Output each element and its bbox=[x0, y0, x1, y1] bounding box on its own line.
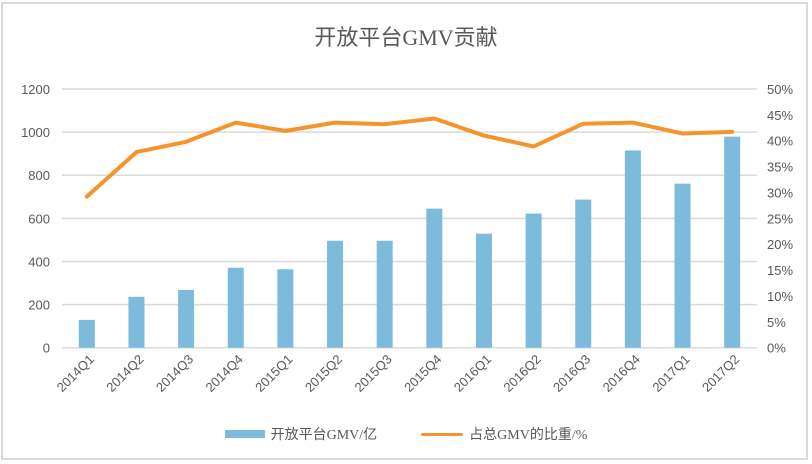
bar bbox=[575, 199, 592, 348]
bar bbox=[78, 319, 95, 348]
x-axis-tick: 2015Q1 bbox=[252, 352, 295, 395]
bar bbox=[376, 240, 393, 348]
line-series bbox=[84, 116, 735, 199]
right-axis-tick: 5% bbox=[767, 315, 786, 330]
right-axis-tick: 40% bbox=[767, 134, 793, 149]
x-axis-tick: 2015Q4 bbox=[401, 352, 444, 395]
left-axis-tick: 1000 bbox=[21, 125, 50, 140]
bar-swatch-icon bbox=[224, 430, 265, 438]
right-axis-tick: 20% bbox=[767, 237, 793, 252]
legend-item-bar: 开放平台GMV/亿 bbox=[224, 424, 378, 444]
right-axis-tick: 45% bbox=[767, 108, 793, 123]
right-axis-tick: 30% bbox=[767, 185, 793, 200]
x-axis-tick: 2016Q3 bbox=[550, 352, 593, 395]
x-axis-tick: 2016Q1 bbox=[451, 352, 494, 395]
legend-bar-label: 开放平台GMV/亿 bbox=[270, 428, 378, 443]
right-axis-tick: 10% bbox=[767, 289, 793, 304]
x-axis-tick: 2015Q2 bbox=[302, 352, 345, 395]
legend: 开放平台GMV/亿 占总GMV的比重/% bbox=[0, 424, 812, 444]
x-axis-tick: 2016Q2 bbox=[500, 352, 543, 395]
bar bbox=[674, 183, 691, 348]
bar bbox=[277, 269, 294, 348]
bar bbox=[178, 289, 195, 348]
right-axis-tick: 15% bbox=[767, 263, 793, 278]
x-axis-labels: 2014Q1 2014Q2 2014Q3 2014Q4 2015Q1 2015Q2 2015… bbox=[54, 352, 743, 395]
left-axis-tick: 200 bbox=[28, 298, 50, 313]
left-axis-tick: 800 bbox=[28, 168, 50, 183]
gridlines bbox=[62, 88, 757, 349]
x-axis-tick: 2016Q4 bbox=[600, 352, 643, 395]
bar bbox=[624, 150, 641, 348]
bar bbox=[475, 233, 492, 348]
left-axis-tick: 0 bbox=[43, 341, 50, 356]
right-axis-ticks: 0% 5% 10% 15% 20% 25% 30% 35% 40% 45% 50% bbox=[767, 82, 793, 356]
left-axis-tick: 400 bbox=[28, 254, 50, 269]
bar bbox=[426, 208, 443, 348]
right-axis-tick: 50% bbox=[767, 82, 793, 97]
right-axis-tick: 25% bbox=[767, 211, 793, 226]
line-swatch-icon bbox=[421, 432, 464, 436]
legend-line-label: 占总GMV的比重/% bbox=[469, 428, 588, 443]
left-axis-tick: 600 bbox=[28, 211, 50, 226]
right-axis-tick: 35% bbox=[767, 160, 793, 175]
bar bbox=[724, 136, 741, 348]
left-axis-tick: 1200 bbox=[21, 82, 50, 97]
bar bbox=[525, 213, 542, 348]
legend-item-line: 占总GMV的比重/% bbox=[421, 424, 587, 444]
line-path bbox=[84, 116, 735, 199]
bar bbox=[128, 296, 145, 348]
x-axis-tick: 2017Q2 bbox=[699, 352, 742, 395]
bar-series bbox=[78, 136, 741, 348]
bar bbox=[327, 240, 344, 348]
right-axis-tick: 0% bbox=[767, 341, 786, 356]
chart-title: 开放平台GMV贡献 bbox=[314, 25, 498, 50]
x-axis-tick: 2017Q1 bbox=[649, 352, 692, 395]
x-axis-tick: 2015Q3 bbox=[351, 352, 394, 395]
x-axis-tick: 2014Q1 bbox=[54, 352, 97, 395]
bar bbox=[227, 267, 244, 348]
left-axis-ticks: 0 200 400 600 800 1000 1200 bbox=[21, 82, 50, 356]
x-axis-tick: 2014Q2 bbox=[103, 352, 146, 395]
x-axis-tick: 2014Q4 bbox=[203, 352, 246, 395]
x-axis-tick: 2014Q3 bbox=[153, 352, 196, 395]
